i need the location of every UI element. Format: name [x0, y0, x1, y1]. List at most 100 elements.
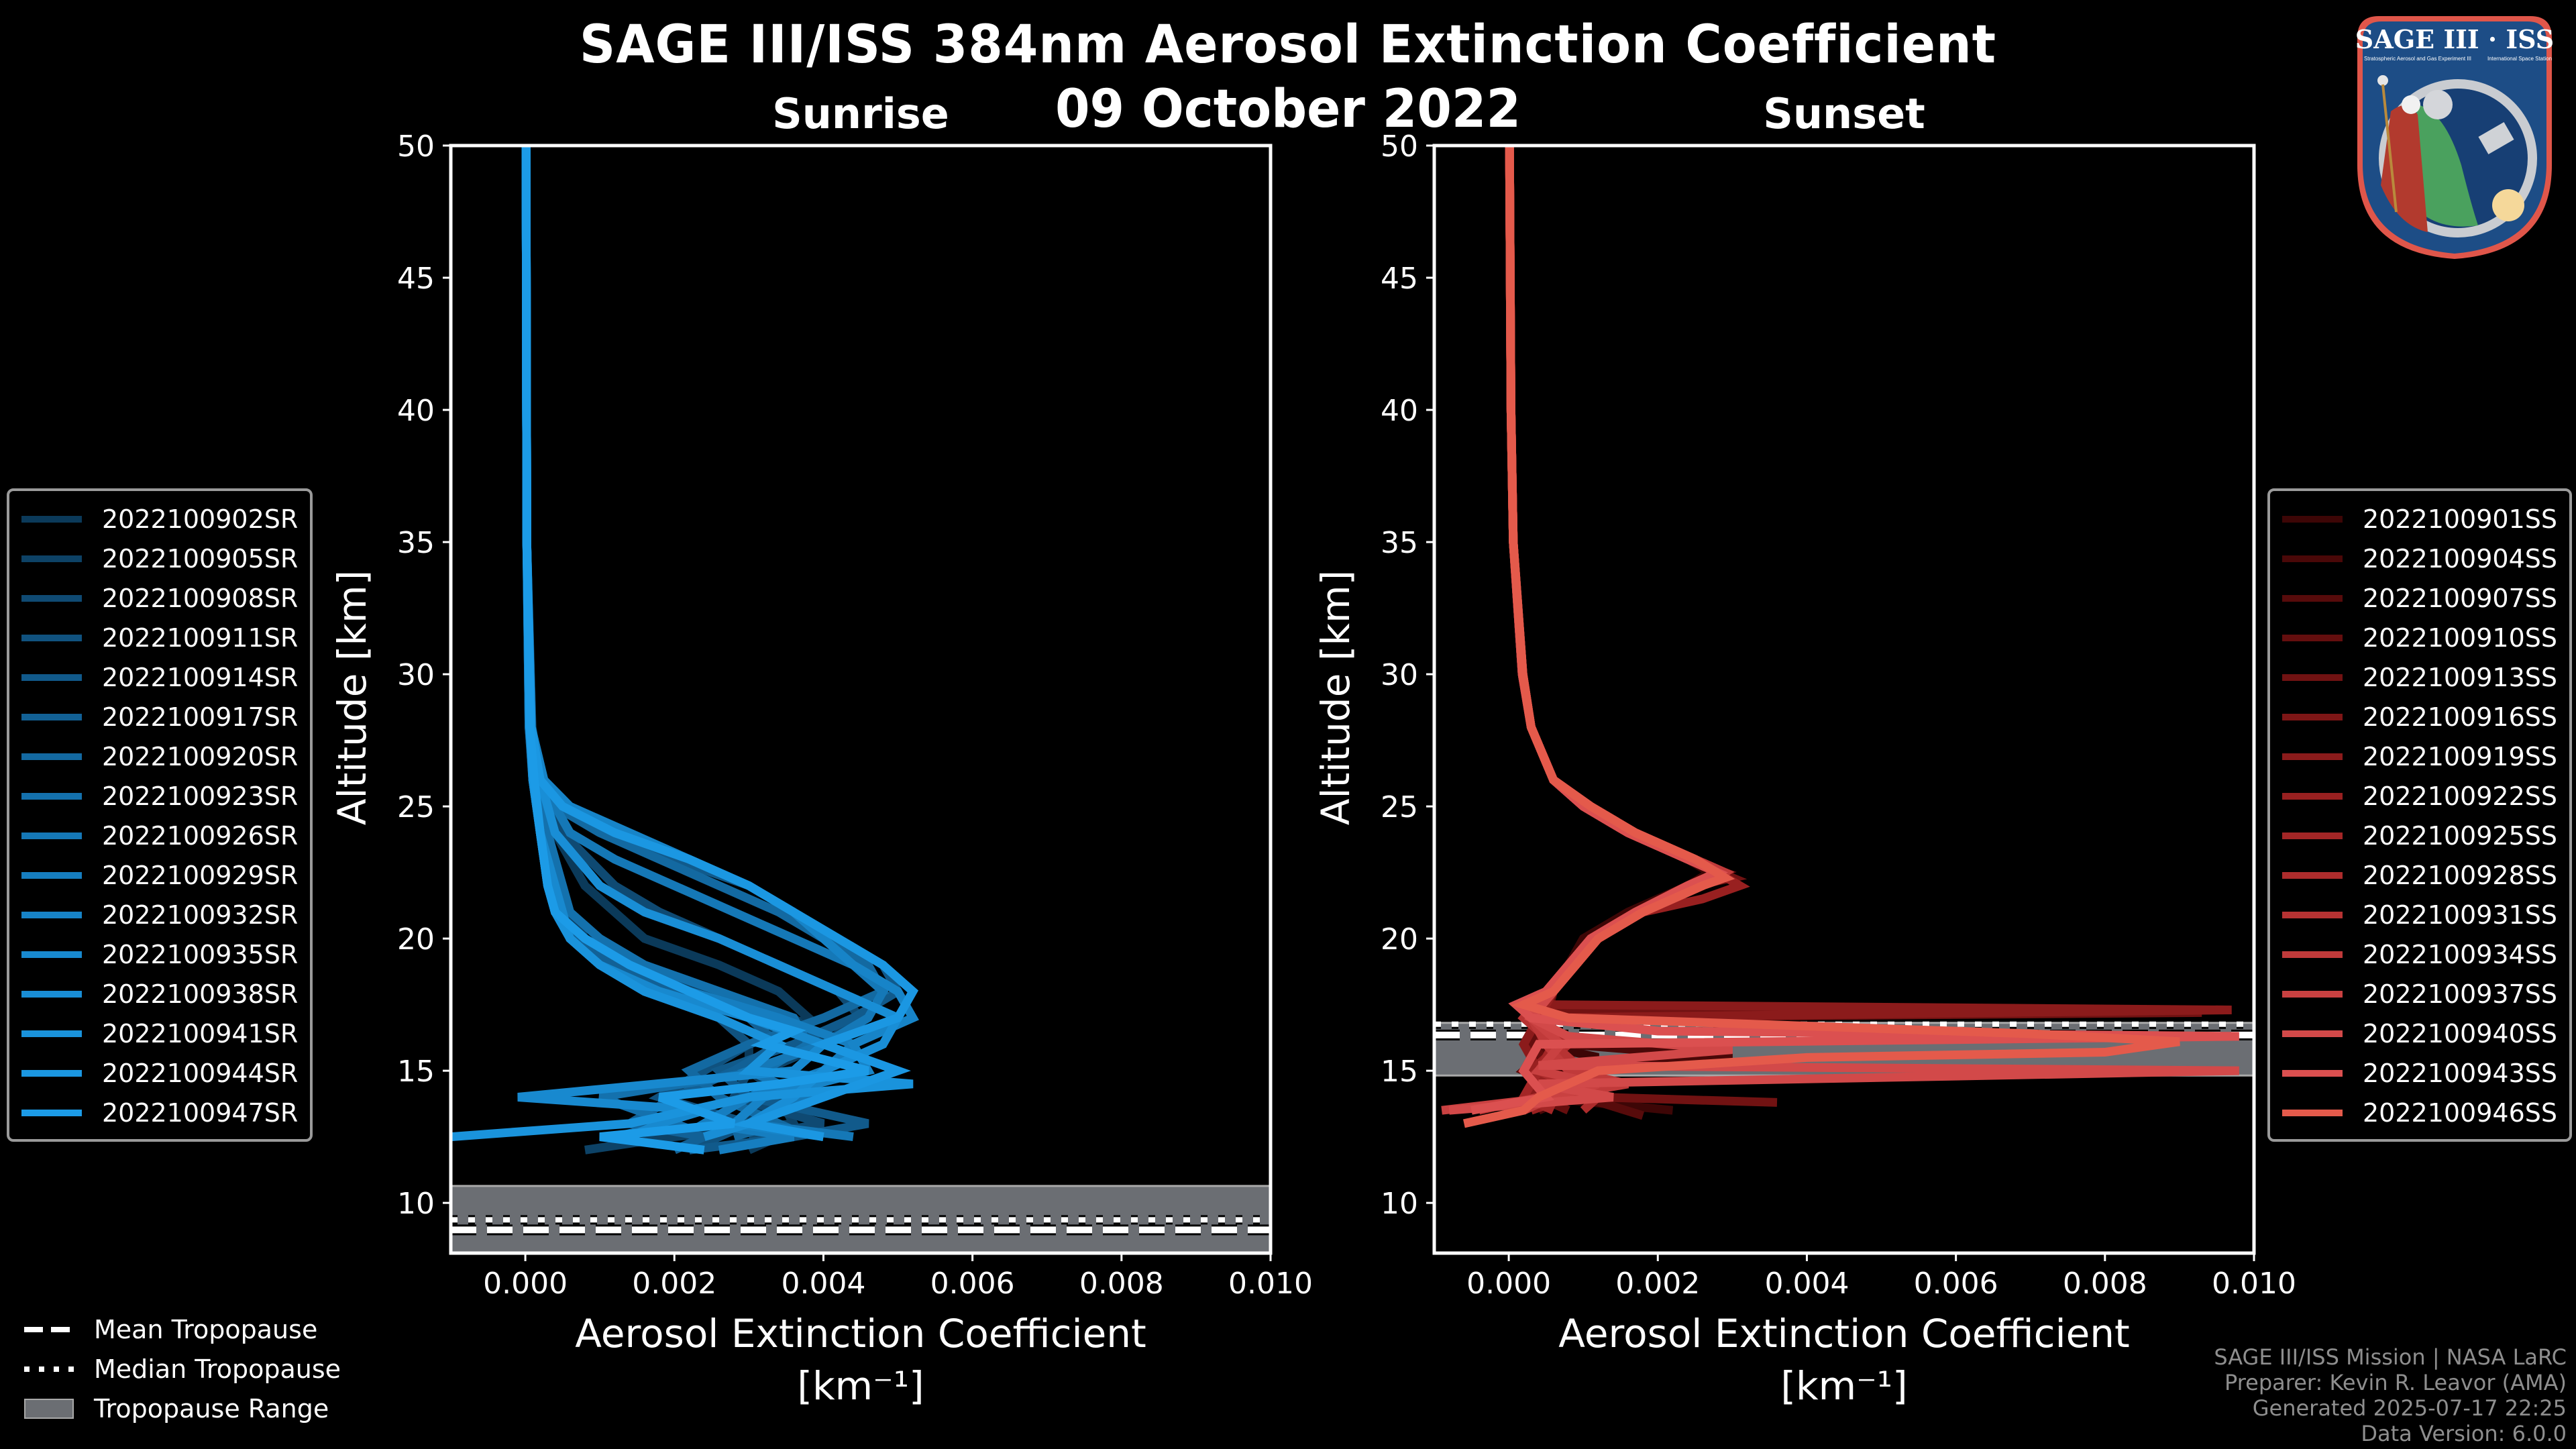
legend-line-swatch-icon [2282, 594, 2343, 602]
legend-label: 2022100914SR [102, 662, 299, 692]
legend-label: 2022100931SS [2363, 900, 2558, 930]
legend-item: 2022100908SR [21, 578, 298, 618]
legend-label: 2022100928SS [2363, 860, 2558, 890]
x-tick-label: 0.000 [1466, 1267, 1551, 1301]
legend-item: 2022100925SS [2282, 816, 2557, 855]
x-tick-label: 0.008 [2063, 1267, 2147, 1301]
legend-line-swatch-icon [21, 515, 82, 523]
x-tick-label: 0.010 [2212, 1267, 2296, 1301]
legend-line-swatch-icon [21, 951, 82, 958]
legend-line-swatch-icon [21, 555, 82, 562]
tropopause-legend: Mean Tropopause Median Tropopause Tropop… [24, 1309, 341, 1428]
legend-line-swatch-icon [21, 990, 82, 998]
legend-line-swatch-icon [2282, 753, 2343, 760]
plot-area [451, 146, 1271, 1253]
x-tick-label: 0.008 [1079, 1267, 1164, 1301]
credits-version: Data Version: 6.0.0 [2361, 1421, 2567, 1446]
legend-line-swatch-icon [21, 713, 82, 720]
legend-line-swatch-icon [2282, 792, 2343, 800]
legend-item: 2022100940SS [2282, 1014, 2557, 1053]
credits-mission: SAGE III/ISS Mission | NASA LaRC [2214, 1344, 2567, 1370]
legend-line-swatch-icon [2282, 674, 2343, 681]
legend-item: 2022100935SR [21, 934, 298, 974]
legend-label: 2022100941SR [102, 1018, 299, 1049]
x-tick-label: 0.006 [930, 1267, 1015, 1301]
dotted-line-icon [24, 1366, 74, 1372]
legend-label: 2022100911SR [102, 623, 299, 653]
sunset-panel: 10 15 20 25 30 35 40 45 50 0.000 0.002 0.004 0.006 0.… [1313, 129, 2296, 1409]
y-axis-label: Altitude [km] [329, 570, 375, 825]
legend-line-swatch-icon [2282, 951, 2343, 958]
y-tick-label: 45 [1381, 262, 1418, 296]
profile-line-2022100913SS [1505, 146, 2202, 1107]
legend-median-tropopause: Median Tropopause [24, 1349, 341, 1389]
profile-line-2022100928SS [1505, 146, 1735, 1114]
legend-line-swatch-icon [21, 911, 82, 918]
legend-line-swatch-icon [2282, 1030, 2343, 1037]
y-tick-label: 10 [1381, 1187, 1418, 1221]
legend-item: 2022100916SS [2282, 697, 2557, 737]
legend-item: 2022100904SS [2282, 539, 2557, 578]
y-tick-label: 40 [397, 394, 435, 428]
legend-tropopause-range: Tropopause Range [24, 1389, 341, 1428]
legend-mean-label: Mean Tropopause [94, 1314, 318, 1344]
legend-item: 2022100907SS [2282, 578, 2557, 618]
legend-label: 2022100908SR [102, 583, 299, 613]
sunrise-panel-title: Sunrise [772, 89, 949, 138]
legend-label: 2022100917SR [102, 702, 299, 732]
sunrise-panel: 10 15 20 25 30 35 40 45 50 0.000 0.002 0.004 0.006 0.… [329, 129, 1313, 1409]
legend-mean-tropopause: Mean Tropopause [24, 1309, 341, 1349]
legend-line-swatch-icon [2282, 555, 2343, 562]
legend-label: 2022100916SS [2363, 702, 2558, 732]
legend-item: 2022100937SS [2282, 974, 2557, 1014]
profile-line-2022100946SS [1462, 146, 2180, 1128]
y-tick-label: 25 [1381, 790, 1418, 824]
legend-item: 2022100929SR [21, 855, 298, 895]
legend-item: 2022100905SR [21, 539, 298, 578]
x-tick-label: 0.010 [1228, 1267, 1313, 1301]
legend-label: 2022100935SR [102, 939, 299, 969]
legend-item: 2022100917SR [21, 697, 298, 737]
legend-item: 2022100923SR [21, 776, 298, 816]
legend-label: 2022100934SS [2363, 939, 2558, 969]
y-tick-label: 50 [1381, 129, 1418, 164]
legend-line-swatch-icon [21, 792, 82, 800]
x-tick-label: 0.004 [781, 1267, 865, 1301]
legend-label: 2022100910SS [2363, 623, 2558, 653]
profile-line-2022100925SS [1505, 146, 1727, 1115]
legend-label: 2022100920SR [102, 741, 299, 771]
legend-item: 2022100934SS [2282, 934, 2557, 974]
legend-line-swatch-icon [2282, 515, 2343, 523]
legend-label: 2022100904SS [2363, 543, 2558, 574]
dashed-line-icon [24, 1326, 74, 1332]
legend-line-swatch-icon [21, 634, 82, 641]
x-tick-label: 0.002 [1615, 1267, 1700, 1301]
logo-title: SAGE III · ISS [2355, 24, 2554, 54]
legend-item: 2022100931SS [2282, 895, 2557, 934]
legend-item: 2022100944SR [21, 1053, 298, 1093]
legend-item: 2022100920SR [21, 737, 298, 776]
legend-item: 2022100947SR [21, 1093, 298, 1132]
legend-label: 2022100946SS [2363, 1097, 2558, 1128]
legend-line-swatch-icon [21, 674, 82, 681]
chart-main-title: SAGE III/ISS 384nm Aerosol Extinction Co… [579, 15, 1997, 75]
y-tick-label: 25 [397, 790, 435, 824]
legend-label: 2022100938SR [102, 979, 299, 1009]
legend-item: 2022100911SR [21, 618, 298, 657]
legend-line-swatch-icon [21, 1069, 82, 1077]
legend-item: 2022100943SS [2282, 1053, 2557, 1093]
profile-line-2022100919SS [1505, 146, 2232, 1099]
legend-item: 2022100902SR [21, 499, 298, 539]
legend-label: 2022100905SR [102, 543, 299, 574]
y-tick-label: 30 [397, 658, 435, 692]
legend-line-swatch-icon [21, 832, 82, 839]
y-tick-label: 15 [1381, 1055, 1418, 1089]
legend-label: 2022100947SR [102, 1097, 299, 1128]
y-tick-label: 45 [397, 262, 435, 296]
legend-label: 2022100937SS [2363, 979, 2558, 1009]
legend-item: 2022100941SR [21, 1014, 298, 1053]
legend-item: 2022100946SS [2282, 1093, 2557, 1132]
legend-label: 2022100901SS [2363, 504, 2558, 534]
x-axis-label: Aerosol Extinction Coefficient [1558, 1311, 2130, 1356]
